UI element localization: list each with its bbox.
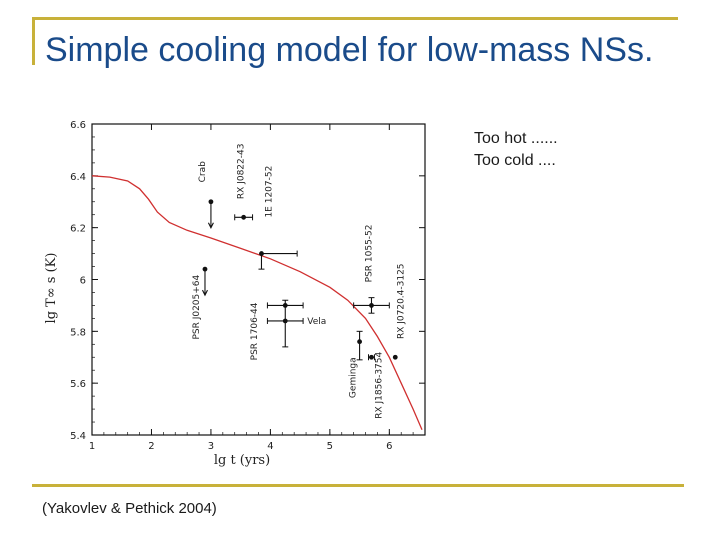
cooling-curve — [91, 175, 423, 431]
y-tick-label-1: 5.6 — [70, 379, 86, 390]
limit-arrow-crab — [207, 222, 214, 229]
x-axis-label: lg t (yrs) — [214, 453, 270, 468]
label-1e-1207-52: 1E 1207-52 — [264, 166, 274, 218]
point-1e-1207-52 — [259, 251, 264, 256]
label-crab: Crab — [198, 161, 208, 182]
accent-rule-bottom — [32, 484, 684, 487]
x-tick-label-5: 6 — [386, 441, 392, 452]
y-tick-label-4: 6.2 — [70, 224, 86, 235]
y-tick-label-2: 5.8 — [70, 327, 86, 338]
point-psr-j0205-64 — [202, 266, 208, 272]
cooling-chart: 1 2 3 4 5 6 5.4 5.6 5.8 6 6.2 6.4 6.6 Crab RX J0822-4… — [37, 118, 437, 474]
point-crab — [208, 199, 214, 205]
note-too-cold: Too cold .... — [474, 152, 556, 169]
label-psr-j0205-64: PSR J0205+64 — [192, 274, 202, 339]
label-psr-1706-44: PSR 1706-44 — [250, 302, 260, 360]
label-rx-j1856-3754: RX J1856-3754 — [374, 351, 384, 418]
x-tick-label-1: 2 — [148, 441, 154, 452]
y-tick-label-0: 5.4 — [70, 431, 86, 442]
point-rx-j1856-3754 — [369, 354, 374, 360]
cooling-chart-svg: 1 2 3 4 5 6 5.4 5.6 5.8 6 6.2 6.4 6.6 Crab RX J0822-4… — [37, 118, 437, 474]
limit-arrow-psr-j0205-64 — [201, 289, 208, 297]
point-geminga — [357, 339, 362, 345]
label-psr-1055-52: PSR 1055-52 — [364, 224, 374, 282]
cooling-curve-group — [91, 175, 423, 431]
citation: (Yakovlev & Pethick 2004) — [42, 500, 217, 517]
point-rx-j0720-4-3125 — [392, 354, 398, 360]
y-tick-label-5: 6.4 — [70, 172, 86, 183]
x-tick-label-3: 4 — [267, 441, 273, 452]
chart-background — [37, 118, 437, 474]
accent-rule-left — [32, 17, 35, 65]
y-tick-label-3: 6 — [80, 276, 86, 287]
x-tick-label-2: 3 — [208, 441, 214, 452]
point-vela — [282, 318, 288, 324]
label-vela: Vela — [307, 317, 326, 327]
y-tick-label-6: 6.6 — [70, 120, 86, 131]
label-geminga: Geminga — [349, 357, 359, 398]
point-psr-1055-52 — [369, 303, 374, 308]
note-too-hot: Too hot ...... — [474, 130, 558, 147]
label-rx-j0720-4-3125: RX J0720.4-3125 — [396, 263, 406, 339]
x-tick-label-0: 1 — [89, 441, 95, 452]
accent-rule-top — [32, 17, 678, 20]
slide-title: Simple cooling model for low-mass NSs. — [45, 31, 654, 69]
x-tick-label-4: 5 — [327, 441, 333, 452]
tick-marks: 1 2 3 4 5 6 5.4 5.6 5.8 6 6.2 6.4 6.6 — [70, 120, 426, 452]
label-rx-j0822-43: RX J0822-43 — [237, 144, 247, 200]
sources-group — [201, 199, 398, 361]
y-axis-label: lg T∞ s (K) — [44, 253, 59, 324]
side-notes: Too hot ...... Too cold .... — [474, 128, 558, 172]
source-labels-group: Crab RX J0822-43 1E 1207-52 PSR J0205+64 PSR… — [192, 144, 406, 419]
point-rx-j0822-43 — [241, 214, 247, 220]
